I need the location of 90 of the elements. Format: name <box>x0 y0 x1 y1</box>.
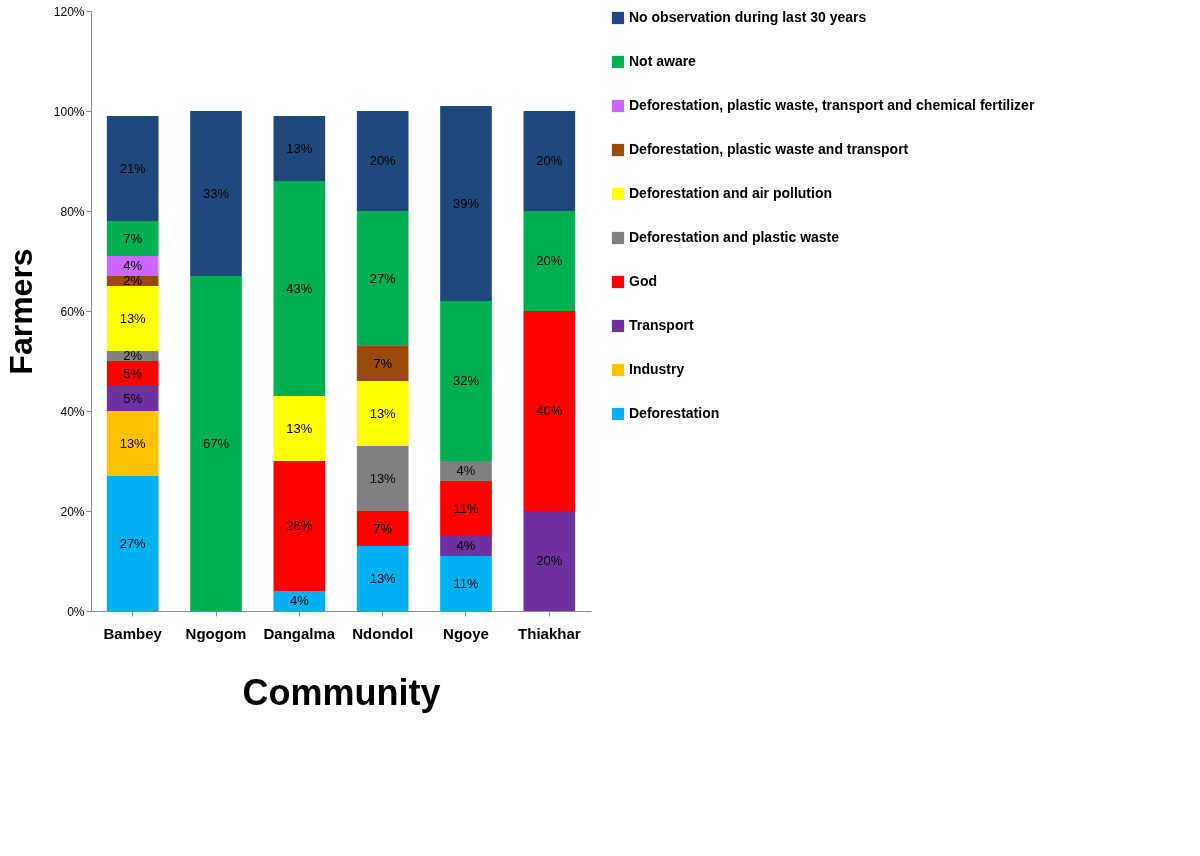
x-tick-label: Ndondol <box>352 624 414 642</box>
x-tick-label: Thiakhar <box>518 624 581 642</box>
y-tick-label: 20% <box>60 504 85 519</box>
data-label: 13% <box>286 140 313 156</box>
legend-label: Transport <box>629 317 694 333</box>
x-tick-label: Bambey <box>103 624 163 642</box>
bar <box>523 111 576 211</box>
data-label: 67% <box>202 435 230 451</box>
bar <box>440 106 492 301</box>
data-label: 20% <box>536 553 563 568</box>
y-tick-label: 100% <box>53 104 85 119</box>
legend-label: Deforestation <box>629 405 720 421</box>
y-tick-label: 0% <box>67 604 85 619</box>
data-label: 13% <box>369 405 397 421</box>
data-label: 40% <box>536 403 563 418</box>
x-axis-title: Community <box>242 671 441 713</box>
legend-label: Industry <box>629 361 685 377</box>
bar <box>356 111 409 211</box>
y-tick-label: 40% <box>60 404 85 419</box>
bar <box>106 116 159 221</box>
bar <box>523 211 576 311</box>
data-label: 13% <box>119 310 147 326</box>
bar <box>106 221 159 256</box>
data-label: 20% <box>369 153 397 168</box>
bar <box>190 111 242 276</box>
data-label: 2% <box>123 348 143 363</box>
data-label: 11% <box>453 500 479 516</box>
data-label: 5% <box>123 390 143 406</box>
data-label: 27% <box>369 270 397 286</box>
data-label: 5% <box>123 365 143 381</box>
bar <box>356 211 409 346</box>
legend-label: No observation during last 30 years <box>629 9 867 25</box>
data-label: 13% <box>119 435 147 451</box>
data-label: 13% <box>369 570 397 586</box>
legend-label: Deforestation and air pollution <box>629 185 833 201</box>
y-axis-title: Farmers <box>2 248 39 375</box>
bar <box>440 556 492 611</box>
bar <box>273 116 326 181</box>
bar <box>106 411 159 476</box>
legend-label: God <box>629 273 657 289</box>
x-tick-label: Ngoye <box>443 624 489 642</box>
bar <box>106 286 159 351</box>
bar <box>273 396 326 461</box>
bar <box>440 461 492 481</box>
bar <box>273 181 326 396</box>
data-label: 4% <box>123 258 143 273</box>
data-label: 43% <box>286 280 313 296</box>
data-label: 11% <box>453 575 479 591</box>
legend-label: Not aware <box>629 53 697 69</box>
legend-label: Deforestation, plastic waste, transport and chemical fertilizer <box>629 97 1035 113</box>
data-label: 4% <box>289 593 310 608</box>
data-label: 4% <box>456 463 476 478</box>
bar <box>106 256 159 276</box>
bar <box>273 461 326 591</box>
bar <box>440 301 492 461</box>
bar <box>106 386 159 411</box>
data-label: 7% <box>123 230 143 246</box>
legend-label: Deforestation and plastic waste <box>629 229 840 245</box>
bar <box>440 481 492 536</box>
bar <box>356 381 409 446</box>
data-label: 13% <box>286 420 313 436</box>
data-label: 20% <box>536 153 563 168</box>
bar <box>440 536 492 556</box>
data-label: 26% <box>286 518 313 533</box>
bar <box>356 346 409 381</box>
bar <box>106 476 159 611</box>
bar <box>190 276 242 611</box>
data-label: 39% <box>452 195 480 211</box>
data-label: 32% <box>452 373 480 388</box>
legend-label: Deforestation, plastic waste and transport <box>629 141 909 157</box>
x-tick-label: Ngogom <box>185 624 247 642</box>
data-label: 21% <box>119 160 147 176</box>
y-tick-label: 120% <box>53 4 85 19</box>
data-label: 33% <box>202 185 230 201</box>
x-tick-label: Dangalma <box>263 624 336 642</box>
data-label: 13% <box>369 470 397 486</box>
data-label: 20% <box>536 253 563 268</box>
data-label: 2% <box>123 273 143 288</box>
bar <box>356 546 409 611</box>
data-label: 4% <box>456 538 476 553</box>
data-label: 27% <box>119 535 147 551</box>
bar <box>523 511 576 611</box>
bar <box>523 311 576 511</box>
data-label: 7% <box>373 355 393 371</box>
bar <box>356 511 409 546</box>
bar <box>356 446 409 511</box>
y-tick-label: 80% <box>60 204 85 219</box>
data-label: 7% <box>373 520 393 536</box>
bar <box>106 361 159 386</box>
y-tick-label: 60% <box>60 304 85 319</box>
